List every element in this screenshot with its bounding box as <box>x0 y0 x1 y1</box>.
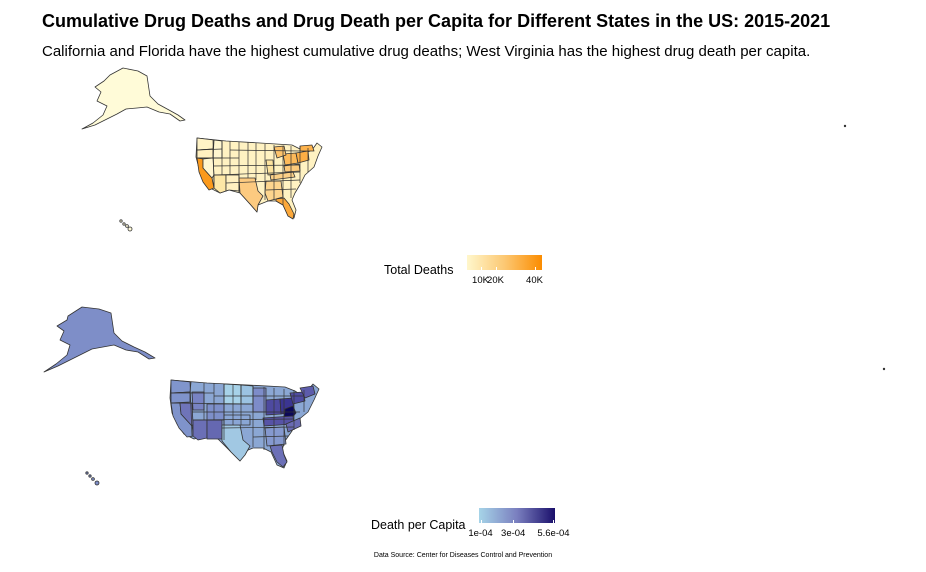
top-legend-tick-mark <box>534 267 536 270</box>
top-legend-tick-label: 40K <box>526 275 543 286</box>
bottom-legend-tick-label: 3e-04 <box>501 528 526 539</box>
bottom-legend-tick-label: 1e-04 <box>468 528 493 539</box>
top-legend-tick-label: 20K <box>487 275 504 286</box>
bottom-legend-tick-mark <box>553 520 555 523</box>
top-legend-tick-mark <box>495 267 497 270</box>
top-legend-title: Total Deaths <box>384 263 454 277</box>
top-alaska <box>81 67 186 130</box>
chart-title: Cumulative Drug Deaths and Drug Death pe… <box>42 11 831 31</box>
top-legend-tick-label: 10K <box>472 275 489 286</box>
bottom-legend-tick-mark <box>480 520 482 523</box>
chart-subtitle: California and Florida have the highest … <box>42 43 811 60</box>
bottom-legend-title: Death per Capita <box>371 518 466 532</box>
bottom-alaska <box>43 306 156 373</box>
bottom-map <box>43 306 886 486</box>
bottom-legend-tick-label: 5.6e-04 <box>537 528 570 539</box>
bottom-legend-tick-mark <box>513 520 515 523</box>
top-lower48 <box>195 137 323 220</box>
bottom-legend-colorbar <box>479 508 555 523</box>
bottom-lower48 <box>169 379 320 469</box>
top-legend-colorbar <box>467 255 542 270</box>
data-source-caption: Data Source: Center for Diseases Control… <box>373 552 553 559</box>
bottom-hawaii <box>85 471 100 486</box>
top-legend-tick-mark <box>480 267 482 270</box>
top-map <box>81 67 847 232</box>
top-hawaii <box>119 219 133 232</box>
